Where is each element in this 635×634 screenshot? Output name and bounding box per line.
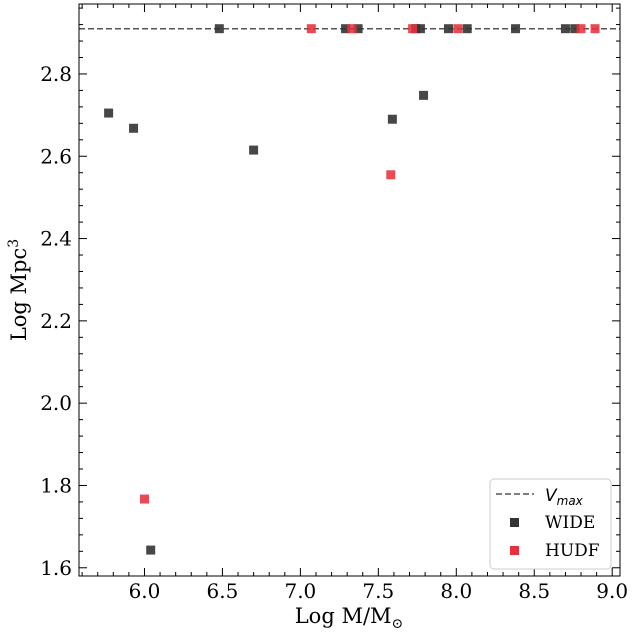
y-axis-label-superscript: 3 [6,239,22,248]
data-point-wide [444,24,454,34]
legend: Vmax WIDE HUDF [489,478,612,570]
x-axis-label: Log M/M⊙ [295,604,404,632]
data-point-wide [560,24,570,34]
data-point-wide [249,145,259,155]
legend-box [489,478,612,570]
data-point-hudf [576,24,586,34]
legend-vmax-label: Vmax [545,486,584,508]
data-point-hudf [453,24,463,34]
y-tick-label: 2.6 [40,144,72,168]
data-point-wide [462,24,472,34]
data-point-hudf [306,24,316,34]
x-tick-label: 8.5 [518,579,550,603]
x-tick-label: 6.5 [207,579,239,603]
y-tick-label: 2.2 [40,309,72,333]
data-point-hudf [347,24,357,34]
data-point-hudf [590,24,600,34]
data-point-wide [129,123,139,133]
y-axis-label: Log Mpc3 [6,239,31,341]
x-tick-labels: 6.0 6.5 7.0 7.5 8.0 8.5 9.0 [129,579,629,603]
legend-wide-swatch [510,518,519,527]
x-tick-label: 9.0 [596,579,628,603]
data-point-wide [353,24,363,34]
data-point-wide [570,24,580,34]
x-axis-label-subscript: ⊙ [392,616,404,632]
data-point-wide [341,24,351,34]
data-point-wide [214,24,224,34]
major-ticks [79,4,620,576]
y-tick-label: 2.8 [40,62,72,86]
data-point-wide [146,545,156,555]
y-tick-label: 2.0 [40,391,72,415]
x-tick-label: 8.0 [440,579,472,603]
legend-vmax-label-subscript: max [557,494,584,508]
y-tick-label: 2.4 [40,227,72,251]
data-point-hudf [386,170,396,180]
legend-hudf-swatch [510,546,519,555]
plot-border [78,3,621,577]
y-tick-label: 1.6 [40,556,72,580]
legend-wide-label: WIDE [545,513,595,533]
data-point-wide [387,114,397,124]
data-points [104,24,600,555]
data-point-wide [419,90,429,100]
data-point-wide [511,24,521,34]
data-point-hudf [408,24,418,34]
x-tick-label: 6.0 [129,579,161,603]
x-tick-label: 7.0 [284,579,316,603]
x-tick-label: 7.5 [362,579,394,603]
minor-ticks [79,4,620,576]
data-point-hudf [139,494,149,504]
y-tick-label: 1.8 [40,473,72,497]
data-point-wide [415,24,425,34]
legend-hudf-label: HUDF [545,541,600,561]
y-tick-labels: 1.6 1.8 2.0 2.2 2.4 2.6 2.8 [40,62,72,580]
data-point-wide [104,108,114,118]
